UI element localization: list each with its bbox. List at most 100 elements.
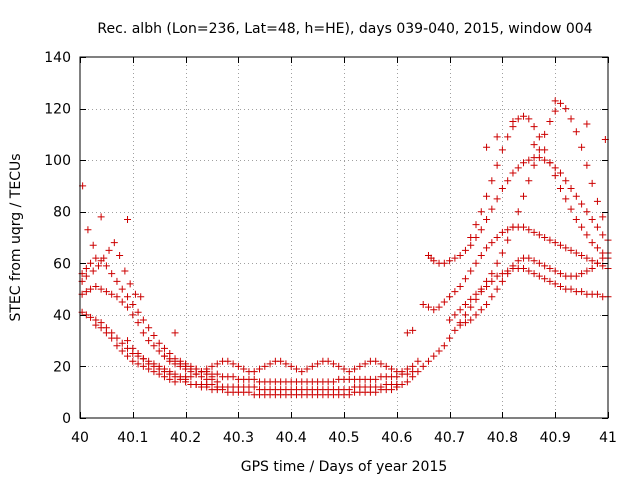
data-point (514, 164, 522, 172)
y-tick-label: 40 (53, 308, 71, 324)
data-point (562, 195, 570, 203)
data-point (467, 295, 475, 303)
data-point (419, 301, 427, 309)
data-point (504, 226, 512, 234)
data-point (82, 264, 90, 272)
data-point (498, 185, 506, 193)
data-point (583, 231, 591, 239)
data-point (456, 282, 464, 290)
data-point (361, 360, 369, 368)
data-point (176, 375, 184, 383)
data-point (509, 169, 517, 177)
y-axis-label: STEC from uqrg / TECUs (8, 153, 24, 321)
data-point (530, 270, 538, 278)
data-point (129, 344, 137, 352)
data-point (124, 303, 132, 311)
data-point (356, 362, 364, 370)
data-point (567, 115, 575, 123)
data-point (92, 254, 100, 262)
data-point (187, 373, 195, 381)
data-point (118, 285, 126, 293)
data-point (308, 362, 316, 370)
data-point (472, 259, 480, 267)
data-point (541, 146, 549, 154)
data-point (92, 282, 100, 290)
data-point (134, 360, 142, 368)
data-point (97, 213, 105, 221)
data-point (139, 316, 147, 324)
data-point (556, 99, 564, 107)
data-point (110, 239, 118, 247)
data-point (483, 277, 491, 285)
data-point (467, 316, 475, 324)
data-point (551, 172, 559, 180)
data-point (467, 303, 475, 311)
data-point (446, 316, 454, 324)
data-point (414, 368, 422, 376)
data-point (234, 362, 242, 370)
data-point (493, 195, 501, 203)
data-point (250, 368, 258, 376)
data-point (155, 339, 163, 347)
data-point (530, 161, 538, 169)
data-point (551, 280, 559, 288)
data-point (551, 164, 559, 172)
data-point (535, 259, 543, 267)
data-point (451, 311, 459, 319)
data-point (483, 301, 491, 309)
data-point (504, 270, 512, 278)
data-point (419, 362, 427, 370)
data-point (89, 241, 97, 249)
data-point (116, 252, 124, 260)
data-point (593, 259, 601, 267)
data-point (192, 370, 200, 378)
data-point (155, 365, 163, 373)
data-point (530, 257, 538, 265)
data-point (530, 141, 538, 149)
data-point (345, 386, 353, 394)
data-point (472, 290, 480, 298)
data-point (509, 262, 517, 270)
data-point (150, 331, 158, 339)
data-point (108, 334, 116, 342)
y-tick-label: 80 (53, 205, 71, 221)
data-point (593, 223, 601, 231)
data-point (541, 156, 549, 164)
data-point (160, 368, 168, 376)
data-point (229, 360, 237, 368)
data-point (203, 365, 211, 373)
data-point (493, 234, 501, 241)
data-point (427, 254, 435, 262)
data-point (440, 342, 448, 350)
data-point (409, 326, 417, 334)
data-point (546, 277, 554, 285)
data-point (520, 112, 528, 120)
data-point (593, 244, 601, 252)
data-point (514, 257, 522, 265)
data-point (599, 231, 607, 239)
data-point (250, 375, 258, 383)
data-point (160, 352, 168, 360)
data-point (551, 97, 559, 105)
axis-ticks (80, 57, 609, 419)
data-point (124, 293, 132, 301)
y-tick-labels: 0 20 40 60 80 100 120 140 (44, 50, 71, 427)
data-point (483, 215, 491, 223)
data-point (102, 288, 110, 296)
x-tick-label: 40.1 (117, 430, 148, 446)
data-point (124, 352, 132, 360)
data-point (488, 293, 496, 301)
data-point (488, 270, 496, 278)
data-point (578, 252, 586, 260)
x-axis-label: GPS time / Days of year 2015 (241, 459, 448, 475)
data-point (488, 205, 496, 213)
data-point (97, 285, 105, 293)
data-point (535, 133, 543, 141)
data-point (129, 357, 137, 365)
data-point (150, 342, 158, 350)
data-point (134, 319, 142, 327)
data-point (572, 272, 580, 280)
data-point (166, 355, 174, 363)
data-point (578, 143, 586, 151)
data-point (551, 239, 559, 247)
